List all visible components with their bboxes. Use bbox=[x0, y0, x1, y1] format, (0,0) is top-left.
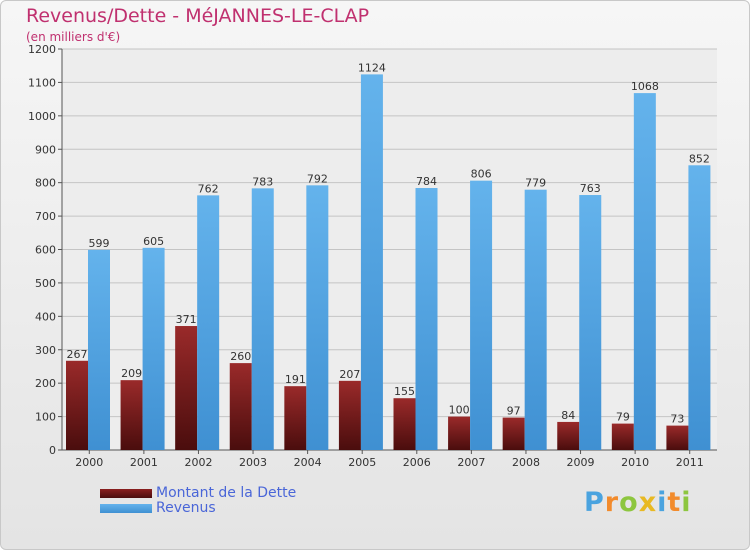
value-label-revenus-2007: 806 bbox=[471, 168, 492, 181]
value-label-dette-2002: 371 bbox=[176, 313, 197, 326]
value-label-dette-2005: 207 bbox=[339, 368, 360, 381]
logo-letter: t bbox=[667, 487, 682, 518]
value-label-revenus-2009: 763 bbox=[580, 182, 601, 195]
bar-dette-2004 bbox=[284, 386, 307, 450]
bar-revenus-2003 bbox=[251, 188, 274, 450]
value-label-revenus-2008: 779 bbox=[525, 177, 546, 190]
value-label-dette-2006: 155 bbox=[394, 385, 415, 398]
x-tick-label: 2009 bbox=[567, 456, 595, 469]
value-label-dette-2008: 97 bbox=[507, 405, 521, 418]
proxiti-logo: Proxiti bbox=[584, 487, 692, 518]
legend-label-dette: Montant de la Dette bbox=[156, 485, 297, 501]
value-label-revenus-2011: 852 bbox=[689, 152, 710, 165]
legend-swatch-revenus bbox=[100, 504, 152, 513]
value-label-revenus-2000: 599 bbox=[89, 237, 110, 250]
x-tick-label: 2005 bbox=[348, 456, 376, 469]
logo-letter: P bbox=[584, 487, 605, 518]
x-tick-label: 2007 bbox=[457, 456, 485, 469]
y-tick-label: 600 bbox=[35, 244, 56, 257]
y-tick-label: 300 bbox=[35, 344, 56, 357]
bar-dette-2002 bbox=[175, 326, 198, 450]
bar-revenus-2002 bbox=[197, 195, 220, 450]
bar-dette-2007 bbox=[448, 416, 471, 450]
value-label-dette-2004: 191 bbox=[285, 373, 306, 386]
y-tick-label: 200 bbox=[35, 377, 56, 390]
y-tick-label: 700 bbox=[35, 210, 56, 223]
bars bbox=[66, 74, 711, 451]
value-label-revenus-2001: 605 bbox=[143, 235, 164, 248]
x-tick-label: 2008 bbox=[512, 456, 540, 469]
bar-dette-2006 bbox=[393, 398, 416, 450]
bar-dette-2009 bbox=[557, 421, 580, 450]
bar-dette-2005 bbox=[338, 380, 361, 450]
value-label-dette-2000: 267 bbox=[67, 348, 88, 361]
axes bbox=[58, 48, 717, 454]
bar-dette-2001 bbox=[120, 380, 143, 450]
value-label-revenus-2002: 762 bbox=[198, 182, 219, 195]
value-labels: 267 599 209 605 371 762 260 783 191 792 207 1124 155… bbox=[67, 61, 710, 425]
y-tick-label: 1000 bbox=[28, 110, 56, 123]
y-tick-label: 400 bbox=[35, 310, 56, 323]
y-tick-label: 1100 bbox=[28, 76, 56, 89]
logo-letter: x bbox=[638, 487, 658, 518]
logo-letter: i bbox=[681, 487, 692, 518]
x-tick-label: 2000 bbox=[75, 456, 103, 469]
y-tick-labels: 0 100 200 300 400 500 600 700 800 900 1000 1100 1200 bbox=[28, 43, 56, 457]
bar-dette-2008 bbox=[502, 417, 525, 450]
bar-dette-2010 bbox=[611, 423, 634, 450]
bar-revenus-2009 bbox=[579, 195, 602, 450]
legend-swatch-dette bbox=[100, 489, 152, 498]
x-tick-labels: 2000 2001 2002 2003 2004 2005 2006 2007 2008 2009… bbox=[75, 456, 703, 469]
chart-title: Revenus/Dette - MéJANNES-LE-CLAP bbox=[26, 5, 370, 27]
value-label-dette-2007: 100 bbox=[449, 404, 470, 417]
y-tick-label: 500 bbox=[35, 277, 56, 290]
x-tick-label: 2010 bbox=[621, 456, 649, 469]
logo-letter: r bbox=[604, 487, 620, 518]
x-tick-label: 2004 bbox=[294, 456, 322, 469]
legend-label-revenus: Revenus bbox=[156, 500, 216, 516]
value-label-dette-2011: 73 bbox=[670, 413, 684, 426]
y-tick-label: 900 bbox=[35, 143, 56, 156]
x-tick-label: 2003 bbox=[239, 456, 267, 469]
value-label-dette-2001: 209 bbox=[121, 367, 142, 380]
bar-dette-2000 bbox=[66, 360, 88, 450]
bar-dette-2011 bbox=[666, 425, 689, 450]
bar-revenus-2010 bbox=[633, 93, 656, 451]
y-tick-label: 0 bbox=[49, 444, 56, 457]
logo-letter: i bbox=[657, 487, 668, 518]
bar-revenus-2006 bbox=[415, 188, 438, 450]
value-label-dette-2010: 79 bbox=[616, 411, 630, 424]
value-label-revenus-2010: 1068 bbox=[631, 80, 659, 93]
grid-lines bbox=[62, 48, 717, 451]
bar-dette-2003 bbox=[229, 363, 252, 450]
y-tick-label: 100 bbox=[35, 411, 56, 424]
bar-revenus-2008 bbox=[524, 189, 547, 450]
bar-revenus-2000 bbox=[88, 249, 110, 450]
x-tick-label: 2006 bbox=[403, 456, 431, 469]
y-tick-label: 800 bbox=[35, 177, 56, 190]
bar-revenus-2004 bbox=[306, 185, 329, 450]
bar-revenus-2007 bbox=[470, 180, 493, 450]
value-label-dette-2009: 84 bbox=[561, 409, 575, 422]
value-label-revenus-2005: 1124 bbox=[358, 61, 386, 74]
chart-subtitle: (en milliers d'€) bbox=[26, 30, 121, 44]
x-tick-label: 2001 bbox=[130, 456, 158, 469]
y-tick-label: 1200 bbox=[28, 43, 56, 56]
bar-revenus-2005 bbox=[360, 74, 383, 450]
bar-revenus-2011 bbox=[688, 165, 711, 451]
value-label-revenus-2006: 784 bbox=[416, 175, 437, 188]
bar-revenus-2001 bbox=[142, 247, 165, 450]
value-label-revenus-2003: 783 bbox=[252, 175, 273, 188]
value-label-revenus-2004: 792 bbox=[307, 172, 328, 185]
logo-letter: o bbox=[619, 487, 639, 518]
x-tick-label: 2011 bbox=[676, 456, 704, 469]
x-tick-label: 2002 bbox=[184, 456, 212, 469]
value-label-dette-2003: 260 bbox=[230, 350, 251, 363]
